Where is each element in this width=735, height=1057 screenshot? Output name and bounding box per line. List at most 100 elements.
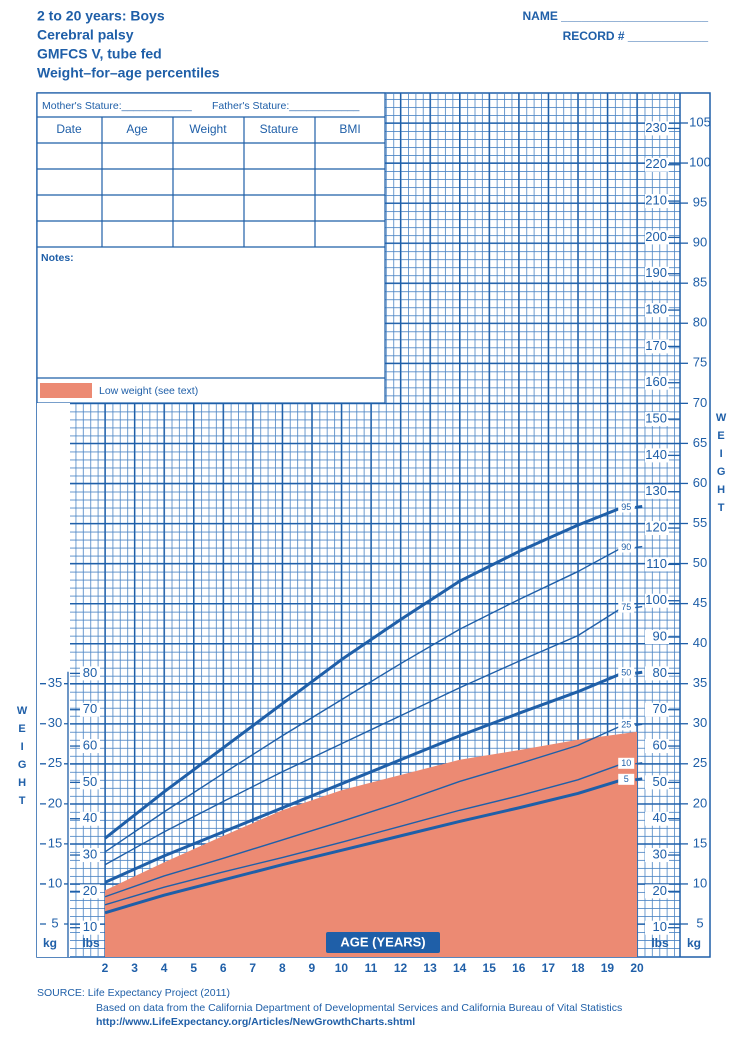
x-tick-label: 4 [161, 961, 168, 975]
percentile-tick [635, 670, 643, 675]
x-tick-label: 14 [453, 961, 467, 975]
percentile-line [104, 506, 623, 840]
name-field: NAME ______________________ [523, 9, 709, 23]
title-line: Cerebral palsy [37, 27, 134, 43]
y2-tick-label: 150 [645, 411, 667, 426]
y-tick-label: 90 [693, 235, 707, 250]
tick-label-bg [645, 230, 669, 245]
tick-label-bg [645, 157, 669, 172]
y2-tick-label: 90 [653, 628, 667, 643]
y-tick-label: 50 [693, 555, 707, 570]
column-header: Weight [189, 122, 227, 136]
y-tick-label: 70 [693, 395, 707, 410]
y2-tick-label: 80 [653, 665, 667, 680]
form-box [36, 92, 386, 404]
tick-label-bg [645, 557, 669, 572]
tick-label-bg [80, 811, 100, 826]
y2-tick-label: 220 [645, 156, 667, 171]
percentile-line [104, 724, 623, 898]
source: http://www.LifeExpectancy.org/Articles/N… [96, 1016, 415, 1028]
percentile-label-bg [618, 773, 635, 785]
tick-label-bg [681, 195, 705, 212]
tick-label-bg [645, 375, 669, 390]
legend-label: Low weight (see text) [99, 385, 198, 397]
y-tick-label: 25 [693, 755, 707, 770]
x-tick-label: 19 [601, 961, 615, 975]
y-tick-label: 60 [693, 475, 707, 490]
tick-label-bg [80, 702, 100, 717]
tick-label-bg [681, 155, 705, 172]
y2-tick-label: 40 [653, 810, 667, 825]
y-tick-label: 5 [696, 915, 703, 930]
percentile-label: 90 [621, 542, 631, 552]
percentile-label-bg [618, 541, 635, 553]
x-tick-label: 5 [190, 961, 197, 975]
unit-label: kg [43, 936, 57, 950]
y2-tick-label: 190 [645, 265, 667, 280]
tick-label-bg [645, 666, 669, 681]
tick-label-bg [645, 920, 669, 935]
percentile-line [104, 546, 623, 853]
x-tick-label: 20 [630, 961, 644, 975]
tick-label-bg [645, 811, 669, 826]
percentile-label: 75 [621, 602, 631, 612]
tick-label-bg [645, 702, 669, 717]
x-tick-label: 16 [512, 961, 526, 975]
tick-label-bg [645, 303, 669, 318]
unit-label: lbs [82, 936, 100, 950]
y2-tick-label: 40 [83, 810, 97, 825]
tick-label-bg [645, 266, 669, 281]
tick-label-bg [681, 875, 705, 892]
percentile-label: 95 [621, 502, 631, 512]
title-line: 2 to 20 years: Boys [37, 8, 165, 24]
tick-label-bg [681, 835, 705, 852]
y-tick-label: 35 [693, 675, 707, 690]
tick-label-bg [681, 515, 705, 532]
y-tick-label: 25 [48, 755, 62, 770]
tick-label-bg [46, 796, 64, 811]
y2-tick-label: 100 [645, 592, 667, 607]
x-tick-label: 18 [571, 961, 585, 975]
x-tick-label: 12 [394, 961, 408, 975]
tick-label-bg [46, 756, 64, 771]
tick-label-bg [645, 412, 669, 427]
y-tick-label: 95 [693, 195, 707, 210]
y2-tick-label: 60 [653, 737, 667, 752]
tick-label-bg [681, 795, 705, 812]
x-tick-label: 3 [131, 961, 138, 975]
y2-tick-label: 140 [645, 447, 667, 462]
tick-label-bg [46, 676, 64, 691]
percentile-label-bg [618, 719, 635, 731]
x-tick-label: 8 [279, 961, 286, 975]
percentile-tick [635, 504, 643, 509]
y2-tick-label: 70 [653, 701, 667, 716]
x-axis-title-box [326, 932, 440, 953]
y-tick-label: 85 [693, 275, 707, 290]
x-tick-label: 10 [335, 961, 349, 975]
axis-layer: 2 3 4 5 6 7 8 9 10 11 12 13 14 15 16 17 18 19 205101520253… [40, 93, 711, 975]
tick-label-bg [645, 339, 669, 354]
mother-stature: Mother's Stature:____________ [42, 100, 192, 112]
notes-label: Notes: [41, 252, 74, 264]
percentile-tick [635, 605, 643, 609]
percentile-label-bg [618, 501, 635, 513]
y2-tick-label: 70 [83, 701, 97, 716]
tick-label-bg [80, 884, 100, 899]
y-tick-label: 105 [689, 114, 711, 129]
source: Based on data from the California Depart… [96, 1002, 622, 1014]
y2-tick-label: 170 [645, 338, 667, 353]
x-tick-label: 17 [542, 961, 556, 975]
y2-tick-label: 20 [83, 883, 97, 898]
tick-label-bg [681, 755, 705, 772]
x-tick-label: 6 [220, 961, 227, 975]
y2-tick-label: 120 [645, 519, 667, 534]
y2-tick-label: 80 [83, 665, 97, 680]
y-tick-label: 20 [48, 795, 62, 810]
y-tick-label: 15 [693, 835, 707, 850]
title-line: GMFCS V, tube fed [37, 46, 162, 62]
y-tick-label: 45 [693, 595, 707, 610]
tick-label-bg [681, 475, 705, 492]
percentile-label-bg [618, 667, 635, 679]
tick-label-bg [46, 876, 64, 891]
y-tick-label: 30 [693, 715, 707, 730]
